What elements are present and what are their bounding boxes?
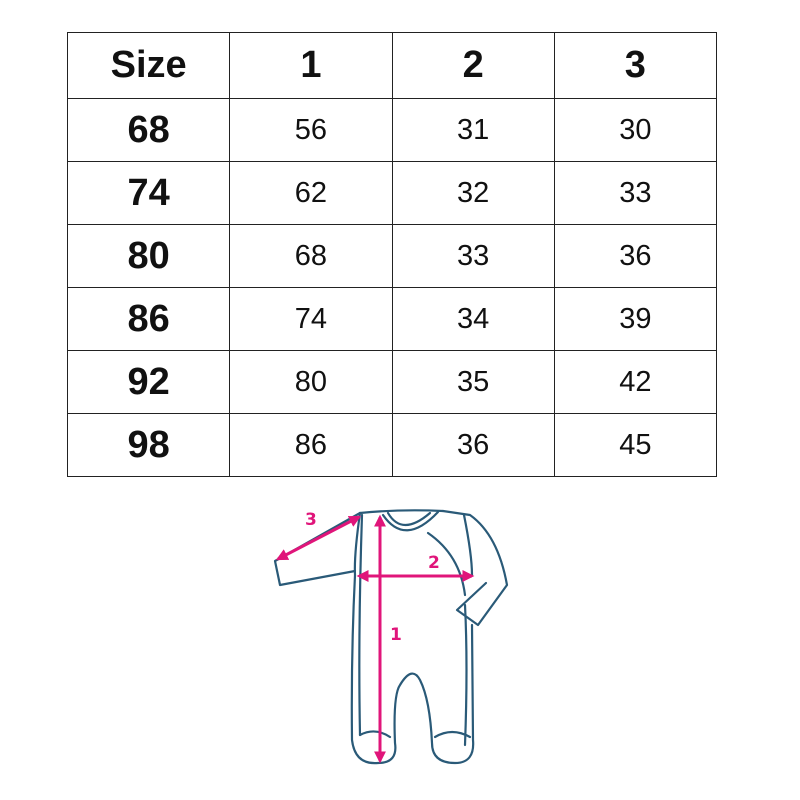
header-measure-3: 3 [553, 32, 718, 99]
measure-2-cell: 35 [391, 350, 555, 414]
table-row: 92 80 35 42 [66, 350, 718, 414]
header-measure-1: 1 [229, 32, 393, 99]
table-row: 98 86 36 45 [66, 413, 718, 477]
label-1: 1 [390, 625, 402, 645]
size-chart-table: Size 1 2 3 68 56 31 30 74 62 32 33 80 68 33 36 86 74 3… [66, 32, 718, 477]
label-2: 2 [428, 553, 440, 573]
measure-2-cell: 34 [391, 287, 555, 351]
measure-2-cell: 31 [391, 98, 555, 162]
measurement-arrows [275, 514, 475, 764]
measure-1-cell: 68 [229, 224, 393, 288]
table-row: 86 74 34 39 [66, 287, 718, 351]
size-cell: 92 [66, 350, 231, 414]
size-cell: 86 [66, 287, 231, 351]
measure-3-cell: 45 [553, 413, 718, 477]
size-cell: 68 [66, 98, 231, 162]
size-cell: 80 [66, 224, 231, 288]
label-3: 3 [305, 510, 317, 530]
measure-2-cell: 33 [391, 224, 555, 288]
header-size: Size [66, 32, 231, 99]
measure-3-cell: 33 [553, 161, 718, 225]
measure-3-cell: 42 [553, 350, 718, 414]
table-row: 74 62 32 33 [66, 161, 718, 225]
measure-1-cell: 86 [229, 413, 393, 477]
table-header-row: Size 1 2 3 [66, 32, 718, 99]
header-measure-2: 2 [391, 32, 555, 99]
measure-2-cell: 36 [391, 413, 555, 477]
measure-1-cell: 56 [229, 98, 393, 162]
measure-1-cell: 62 [229, 161, 393, 225]
size-cell: 98 [66, 413, 231, 477]
measure-3-cell: 36 [553, 224, 718, 288]
measure-1-cell: 80 [229, 350, 393, 414]
measure-2-cell: 32 [391, 161, 555, 225]
table-row: 80 68 33 36 [66, 224, 718, 288]
romper-measurement-diagram: 1 2 3 [273, 509, 509, 765]
size-cell: 74 [66, 161, 231, 225]
measure-3-cell: 30 [553, 98, 718, 162]
measure-3-cell: 39 [553, 287, 718, 351]
measure-1-cell: 74 [229, 287, 393, 351]
arrow-3-sleeve [275, 515, 362, 561]
table-row: 68 56 31 30 [66, 98, 718, 162]
